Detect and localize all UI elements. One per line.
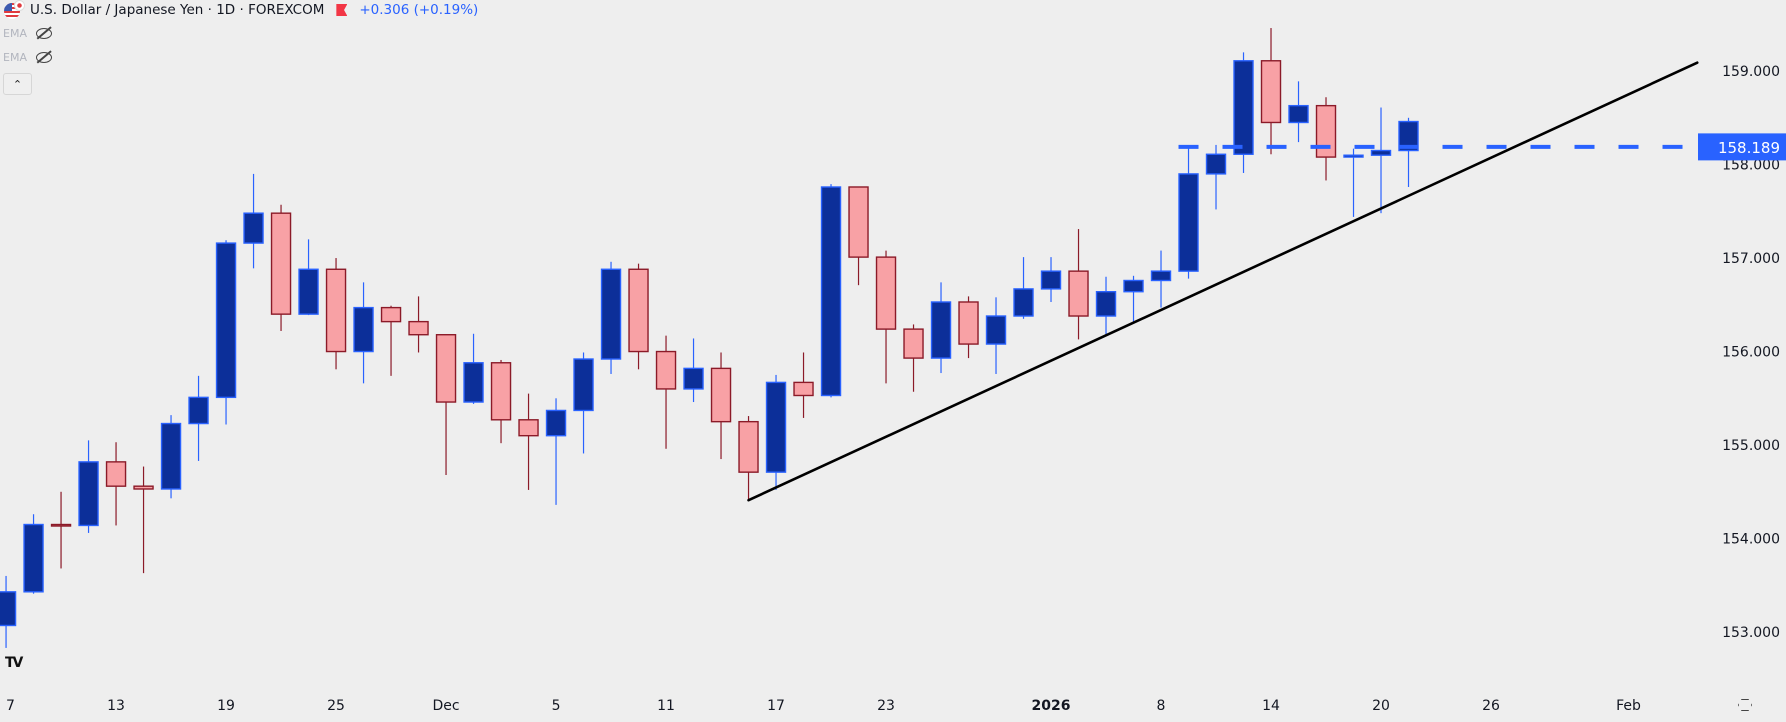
collapse-legend-button[interactable]: ⌃	[3, 73, 32, 95]
candle-down[interactable]	[655, 350, 677, 390]
candle-up[interactable]	[1095, 291, 1117, 317]
y-tick-label: 155.000	[1722, 438, 1780, 454]
candle-up[interactable]	[1205, 153, 1227, 175]
eye-slash-icon[interactable]	[35, 28, 52, 39]
indicator-ema-2[interactable]: EMA	[3, 51, 52, 64]
candle-down[interactable]	[1315, 104, 1337, 158]
candle-down[interactable]	[1068, 270, 1089, 317]
x-tick-label: 5	[552, 698, 561, 714]
x-tick-label: Dec	[432, 698, 459, 714]
candle-up[interactable]	[765, 381, 787, 473]
indicator-label: EMA	[3, 51, 27, 64]
x-tick-label: 26	[1482, 698, 1500, 714]
candle-up[interactable]	[1343, 154, 1364, 158]
x-tick-label: 20	[1372, 698, 1390, 714]
x-tick-label: 19	[217, 698, 235, 714]
x-tick-label: Feb	[1616, 698, 1641, 714]
candle-up[interactable]	[1233, 60, 1254, 155]
candle-down[interactable]	[133, 485, 154, 490]
candle-up[interactable]	[1370, 149, 1392, 156]
candle-up[interactable]	[23, 523, 44, 593]
y-tick-label: 159.000	[1722, 64, 1780, 80]
symbol-title[interactable]: U.S. Dollar / Japanese Yen · 1D · FOREXC…	[30, 2, 325, 18]
candle-down[interactable]	[793, 381, 814, 397]
trendline[interactable]	[747, 61, 1699, 502]
candle-down[interactable]	[105, 461, 127, 487]
candle-down[interactable]	[710, 367, 732, 423]
candle-up[interactable]	[1123, 279, 1144, 293]
candle-up[interactable]	[600, 268, 622, 360]
y-tick-label: 156.000	[1722, 345, 1780, 361]
candle-up[interactable]	[215, 242, 237, 399]
candle-up[interactable]	[463, 362, 484, 403]
candle-up[interactable]	[78, 461, 99, 527]
candle-up[interactable]	[353, 306, 374, 353]
candle-down[interactable]	[738, 420, 759, 473]
candle-down[interactable]	[380, 306, 402, 323]
candle-down[interactable]	[270, 212, 292, 315]
candle-up[interactable]	[0, 591, 17, 627]
candle-down[interactable]	[518, 419, 539, 437]
y-tick-label: 158.000	[1722, 158, 1780, 174]
price-change: +0.306 (+0.19%)	[359, 2, 479, 18]
candle-down[interactable]	[903, 328, 924, 359]
price-label: 158.189	[1718, 139, 1780, 157]
currency-flags-icon	[4, 0, 25, 19]
candle-up[interactable]	[573, 358, 594, 412]
candle-down[interactable]	[958, 301, 979, 345]
candle-up[interactable]	[1013, 288, 1034, 317]
candle-up[interactable]	[683, 367, 704, 390]
x-tick-label: 14	[1262, 698, 1280, 714]
candle-down[interactable]	[325, 268, 347, 353]
candle-up[interactable]	[545, 409, 567, 437]
y-tick-label: 153.000	[1722, 625, 1780, 641]
x-tick-label: 2026	[1032, 698, 1071, 714]
tradingview-logo[interactable]: TV	[5, 655, 23, 671]
candle-up[interactable]	[1040, 270, 1062, 290]
x-tick-label: 23	[877, 698, 895, 714]
symbol-legend: U.S. Dollar / Japanese Yen · 1D · FOREXC…	[4, 0, 479, 19]
candle-down[interactable]	[50, 523, 72, 527]
candle-down[interactable]	[875, 256, 897, 330]
candle-down[interactable]	[490, 362, 512, 421]
chevron-up-icon: ⌃	[12, 77, 23, 91]
eye-slash-icon[interactable]	[35, 52, 52, 63]
candle-up[interactable]	[1150, 270, 1172, 282]
settings-icon[interactable]	[1738, 699, 1752, 711]
x-tick-label: 7	[6, 698, 15, 714]
candle-up[interactable]	[1178, 173, 1199, 272]
indicator-label: EMA	[3, 27, 27, 40]
y-tick-label: 154.000	[1722, 532, 1780, 548]
candle-up[interactable]	[243, 212, 264, 244]
candle-down[interactable]	[628, 268, 649, 353]
candle-down[interactable]	[848, 186, 869, 258]
x-tick-label: 13	[107, 698, 125, 714]
candle-up[interactable]	[188, 396, 209, 425]
candle-down[interactable]	[435, 334, 457, 403]
x-tick-label: 25	[327, 698, 345, 714]
x-tick-label: 17	[767, 698, 785, 714]
price-label-box	[1698, 133, 1786, 161]
candle-down[interactable]	[408, 320, 429, 336]
y-tick-label: 157.000	[1722, 251, 1780, 267]
flag-icon[interactable]	[336, 4, 348, 16]
candle-up[interactable]	[820, 186, 842, 397]
candle-down[interactable]	[1260, 60, 1282, 124]
indicator-ema-1[interactable]: EMA	[3, 27, 52, 40]
x-tick-label: 11	[657, 698, 675, 714]
candle-up[interactable]	[160, 422, 182, 490]
candle-up[interactable]	[930, 301, 952, 359]
x-tick-label: 8	[1157, 698, 1166, 714]
candle-up[interactable]	[1288, 104, 1309, 124]
candle-up[interactable]	[298, 268, 319, 315]
candle-up[interactable]	[1398, 120, 1419, 152]
candle-up[interactable]	[985, 315, 1007, 345]
